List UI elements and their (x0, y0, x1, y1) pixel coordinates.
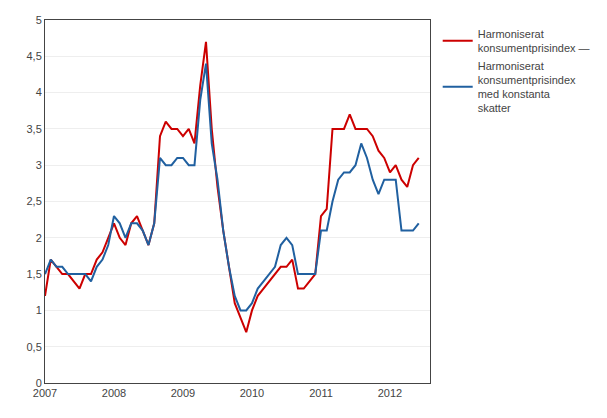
svg-text:0,5: 0,5 (27, 341, 42, 353)
svg-text:0: 0 (36, 377, 42, 389)
svg-text:3,5: 3,5 (27, 123, 42, 135)
svg-text:4,5: 4,5 (27, 50, 42, 62)
svg-text:2,5: 2,5 (27, 195, 42, 207)
svg-text:1: 1 (36, 304, 42, 316)
svg-text:2008: 2008 (102, 387, 126, 399)
svg-text:1,5: 1,5 (27, 268, 42, 280)
svg-text:2012: 2012 (378, 387, 402, 399)
svg-text:4: 4 (36, 86, 42, 98)
svg-text:5: 5 (36, 14, 42, 26)
svg-text:2: 2 (36, 232, 42, 244)
svg-text:2010: 2010 (240, 387, 264, 399)
svg-text:Harmoniseratkonsumentprisindex: Harmoniseratkonsumentprisindexmed konsta… (478, 60, 576, 115)
svg-text:3: 3 (36, 159, 42, 171)
svg-text:2009: 2009 (171, 387, 195, 399)
svg-text:Harmoniseratkonsumentprisindex: Harmoniseratkonsumentprisindex — (478, 28, 590, 54)
svg-text:2011: 2011 (309, 387, 333, 399)
svg-text:2007: 2007 (33, 387, 57, 399)
